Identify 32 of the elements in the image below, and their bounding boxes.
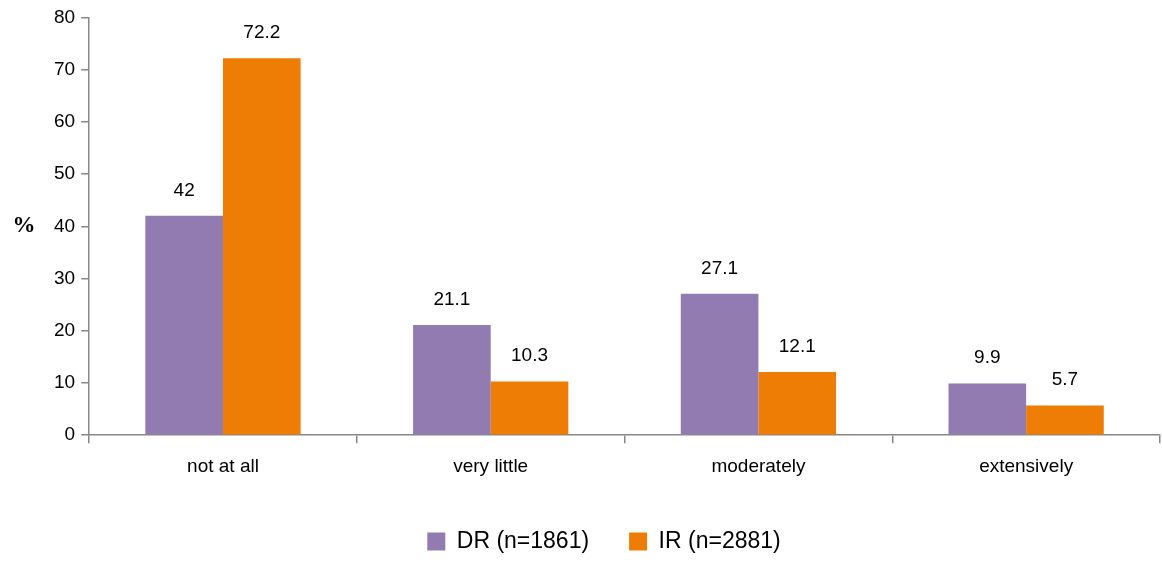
legend-label: DR (n=1861)	[456, 526, 590, 553]
bar	[758, 372, 837, 435]
bar	[413, 325, 491, 435]
bar	[680, 293, 759, 435]
data-label: 12.1	[778, 335, 816, 357]
y-tick-label: 60	[53, 110, 76, 132]
data-label: 9.9	[974, 346, 1001, 368]
y-tick-label: 80	[53, 5, 76, 27]
x-tick-label: very little	[453, 454, 529, 476]
data-label: 27.1	[701, 256, 739, 278]
x-tick-label: moderately	[711, 454, 806, 476]
y-tick-label: 70	[53, 57, 76, 79]
x-tick-label: extensively	[979, 454, 1074, 476]
data-label: 42	[173, 178, 195, 200]
data-label: 5.7	[1051, 368, 1079, 390]
y-tick-label: 20	[53, 318, 76, 340]
y-tick-label: 10	[53, 371, 76, 393]
bar	[1026, 405, 1104, 435]
data-label: 10.3	[511, 344, 549, 366]
legend-label: IR (n=2881)	[658, 526, 781, 553]
data-label: 72.2	[243, 21, 281, 43]
y-tick-label: 0	[64, 423, 76, 445]
bar	[145, 215, 223, 435]
bar	[222, 58, 301, 435]
y-tick-label: 30	[53, 266, 76, 288]
data-label: 21.1	[433, 288, 471, 310]
y-tick-label: 40	[53, 214, 76, 236]
bar	[490, 381, 569, 435]
x-tick-label: not at all	[187, 454, 259, 476]
bar	[948, 383, 1027, 435]
y-axis-title: %	[12, 212, 36, 238]
y-tick-label: 50	[53, 162, 76, 184]
